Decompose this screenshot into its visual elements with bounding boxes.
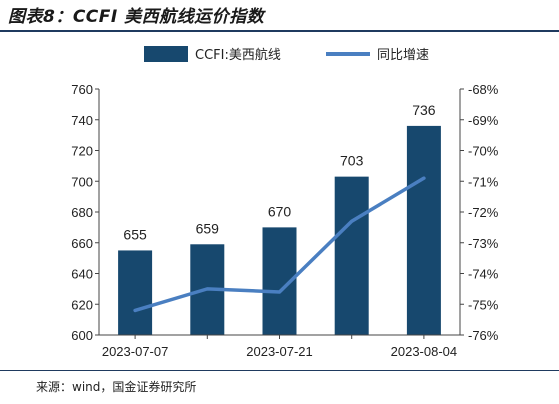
y-left-tick-label: 760 (71, 82, 93, 97)
y-left-tick-label: 720 (71, 144, 93, 159)
figure-title: 图表8：CCFI 美西航线运价指数 (8, 7, 265, 27)
data-label: 659 (196, 220, 220, 236)
y-right-tick-label: -69% (468, 113, 499, 128)
data-label: 703 (340, 153, 364, 169)
y-right-tick-label: -68% (468, 82, 499, 97)
bar (118, 250, 153, 335)
data-labels: 655 659 670 703 736 (123, 102, 435, 243)
y-left-tick-label: 680 (71, 205, 93, 220)
y-right-tick-label: -73% (468, 236, 499, 251)
y-right-tick-label: -71% (468, 174, 499, 189)
line-series (133, 176, 426, 313)
growth-line (133, 176, 426, 313)
y-right-tick-label: -72% (468, 205, 499, 220)
x-tick-label: 2023-07-07 (102, 344, 169, 359)
legend: CCFI:美西航线 同比增速 (144, 46, 429, 63)
y-left-tick-label: 600 (71, 328, 93, 343)
y-right-tick-label: -76% (468, 328, 499, 343)
y-left-tick-label: 700 (71, 174, 93, 189)
legend-swatch-bar (144, 46, 188, 62)
y-right-tick-label: -75% (468, 297, 499, 312)
x-tick-label: 2023-08-04 (391, 344, 458, 359)
title-divider (0, 30, 559, 32)
axes: 600 620 640 660 680 700 720 740 760 -76% -75% -74% -… (71, 82, 498, 359)
bar-series (118, 125, 441, 336)
data-label: 655 (123, 226, 147, 242)
y-right-tick-label: -74% (468, 267, 499, 282)
x-tick-label: 2023-07-21 (246, 344, 313, 359)
legend-label-bar: CCFI:美西航线 (195, 47, 281, 63)
source-divider (0, 370, 559, 371)
bar (334, 176, 369, 335)
y-left-tick-label: 660 (71, 236, 93, 251)
data-label: 736 (412, 102, 436, 118)
data-label: 670 (268, 203, 292, 219)
source-note: 来源：wind，国金证券研究所 (36, 380, 197, 394)
y-left-tick-label: 620 (71, 297, 93, 312)
legend-label-line: 同比增速 (377, 48, 429, 63)
y-left-tick-label: 740 (71, 113, 93, 128)
y-right-tick-label: -70% (468, 144, 499, 159)
y-left-tick-label: 640 (71, 267, 93, 282)
bar (406, 125, 441, 336)
